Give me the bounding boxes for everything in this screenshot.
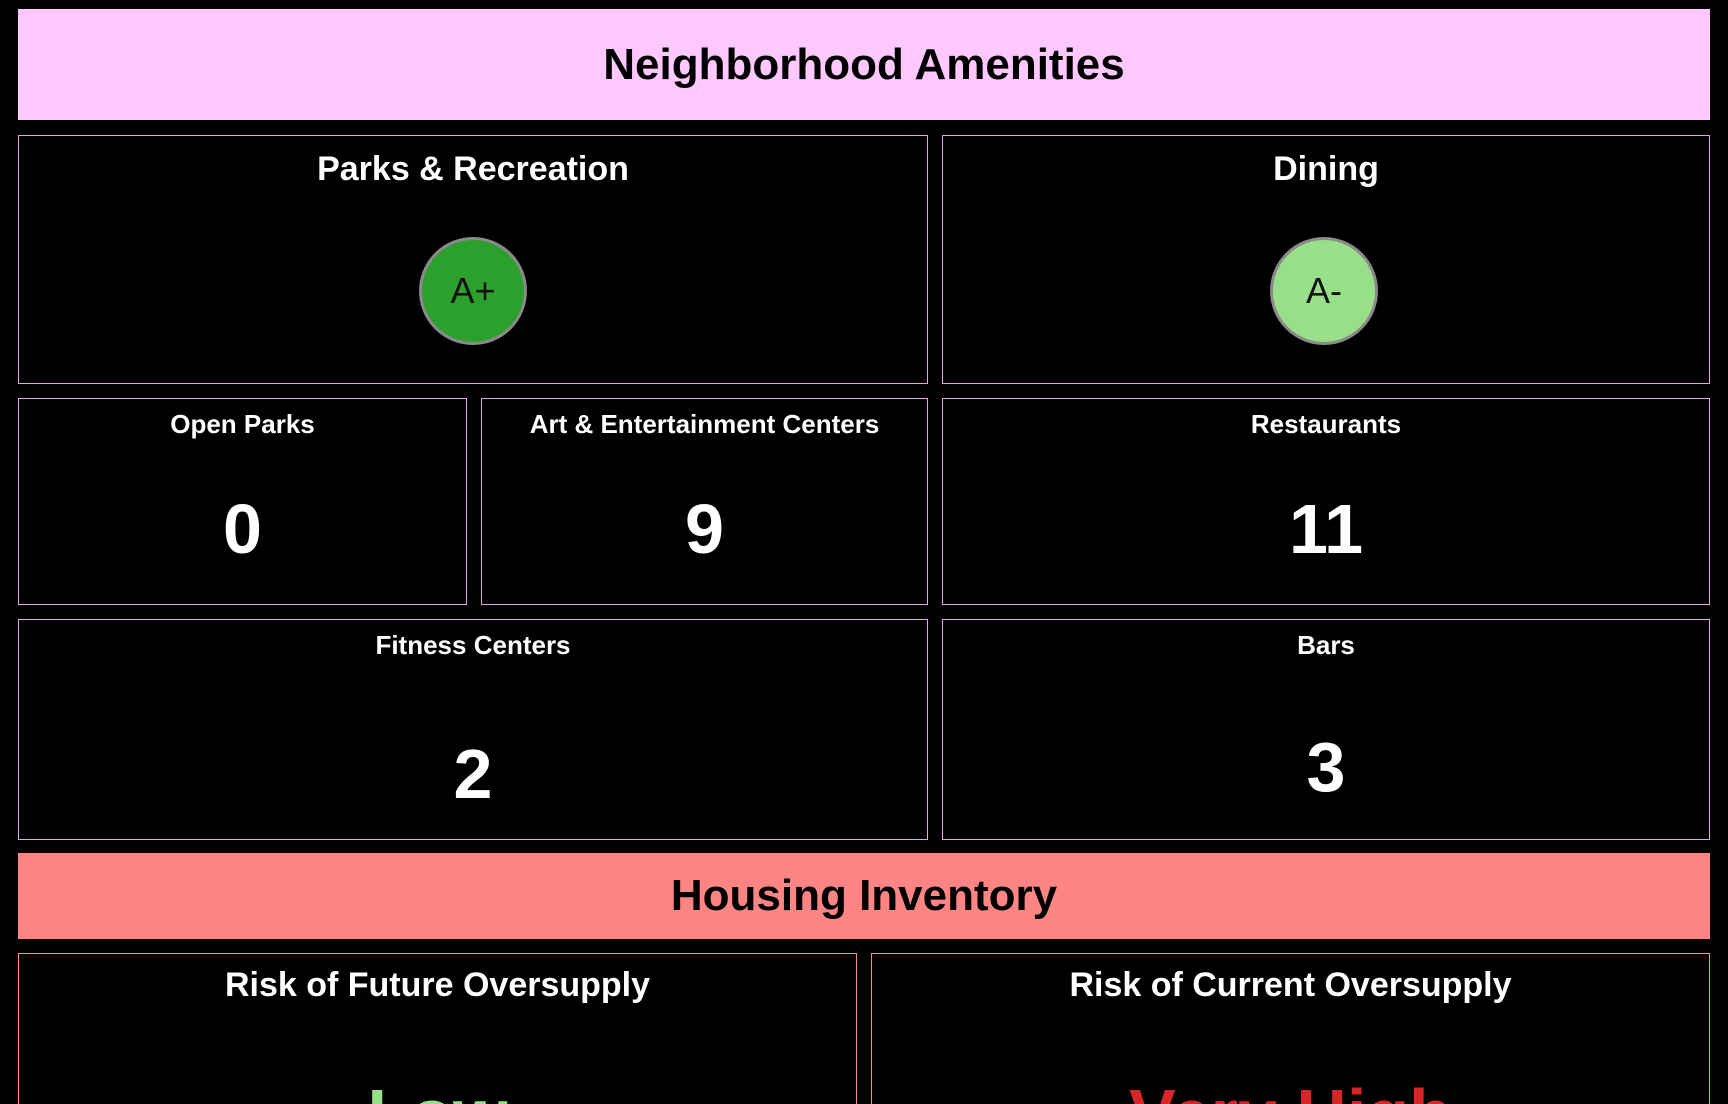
restaurants-card: Restaurants 11 (942, 398, 1710, 605)
parks-recreation-title: Parks & Recreation (317, 150, 629, 188)
bars-label: Bars (1297, 630, 1355, 660)
open-parks-label: Open Parks (170, 409, 315, 439)
fitness-centers-label: Fitness Centers (375, 630, 571, 660)
art-entertainment-card: Art & Entertainment Centers 9 (481, 398, 928, 605)
restaurants-count: 11 (1289, 490, 1363, 568)
dining-grade: A- (1306, 270, 1342, 311)
amenities-title: Neighborhood Amenities (603, 39, 1125, 89)
restaurants-label: Restaurants (1250, 409, 1402, 439)
art-entertainment-label: Art & Entertainment Centers (529, 409, 880, 439)
parks-recreation-grade: A+ (450, 270, 496, 311)
amenities-section-header: Neighborhood Amenities (18, 9, 1710, 120)
dining-grade-badge: A- (1270, 237, 1378, 345)
fitness-centers-card: Fitness Centers 2 (18, 619, 928, 840)
current-oversupply-value: Very High (872, 1074, 1709, 1104)
future-oversupply-title: Risk of Future Oversupply (224, 966, 651, 1004)
housing-title: Housing Inventory (670, 871, 1058, 920)
fitness-centers-count: 2 (453, 735, 493, 813)
dining-card: Dining A- (942, 135, 1710, 384)
open-parks-card: Open Parks 0 (18, 398, 467, 605)
parks-recreation-card: Parks & Recreation A+ (18, 135, 928, 384)
art-entertainment-count: 9 (685, 490, 724, 568)
future-oversupply-card: Risk of Future Oversupply Low (18, 953, 857, 1104)
housing-section-header: Housing Inventory (18, 853, 1710, 939)
bars-card: Bars 3 (942, 619, 1710, 840)
current-oversupply-title: Risk of Current Oversupply (1069, 966, 1512, 1004)
future-oversupply-value: Low (19, 1074, 856, 1104)
dining-title: Dining (1273, 150, 1379, 188)
current-oversupply-card: Risk of Current Oversupply Very High (871, 953, 1710, 1104)
parks-recreation-grade-badge: A+ (419, 237, 527, 345)
bars-count: 3 (1306, 728, 1346, 806)
open-parks-count: 0 (223, 490, 262, 568)
